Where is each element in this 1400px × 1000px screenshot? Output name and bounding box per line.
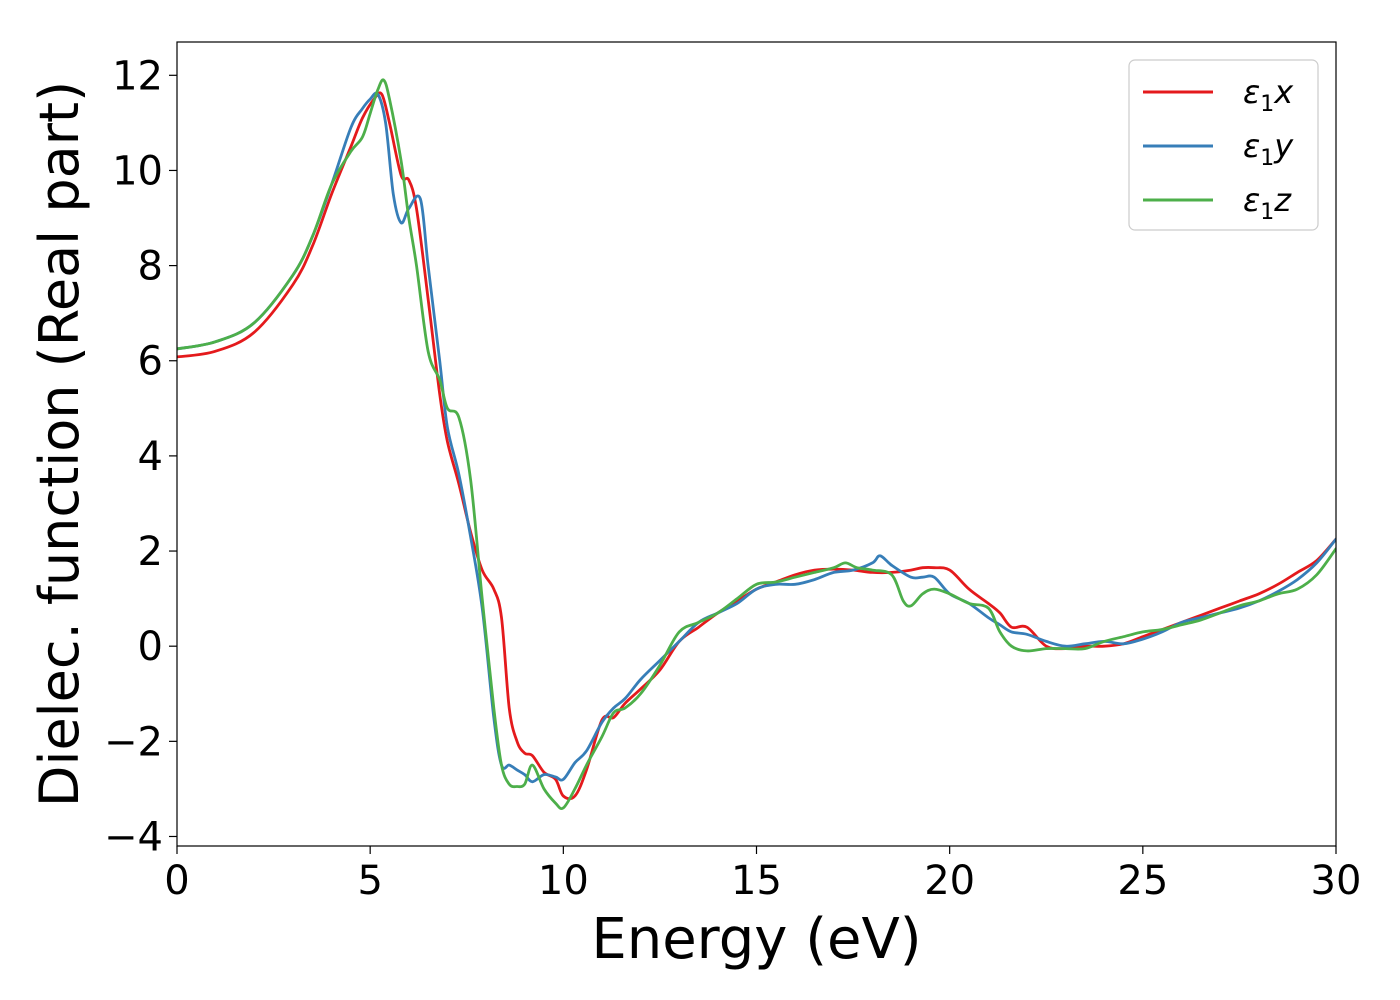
x-tick-label: 25 [1117, 858, 1168, 904]
x-tick-label: 30 [1311, 858, 1362, 904]
series-line-z [177, 78, 1336, 811]
legend-label: ε1y [1243, 127, 1294, 171]
legend-item-z: ε1z [1143, 181, 1292, 225]
y-tick-label: 4 [138, 434, 163, 480]
x-axis-title: Energy (eV) [591, 907, 921, 972]
y-tick-label: 12 [112, 53, 163, 99]
x-axis: 0 5 10 15 20 25 30 [164, 846, 1361, 904]
x-tick-label: 0 [164, 858, 189, 904]
y-tick-label: −2 [104, 719, 163, 765]
series-layer [177, 78, 1336, 811]
y-tick-label: 6 [138, 339, 163, 385]
y-axis-title: Dielec. function (Real part) [28, 81, 91, 807]
y-tick-label: 8 [138, 244, 163, 290]
series-line-y [177, 91, 1336, 784]
y-tick-label: −4 [104, 814, 163, 860]
y-tick-label: 2 [138, 529, 163, 575]
y-tick-label: 10 [112, 148, 163, 194]
legend-item-y: ε1y [1143, 127, 1294, 171]
legend-frame [1128, 59, 1319, 231]
legend-item-x: ε1x [1143, 73, 1294, 117]
x-tick-label: 15 [731, 858, 782, 904]
x-tick-label: 10 [538, 858, 589, 904]
legend-label: ε1x [1243, 73, 1294, 117]
x-tick-label: 5 [357, 858, 382, 904]
y-axis: −4 −2 0 2 4 6 8 10 12 [104, 53, 177, 860]
y-tick-label: 0 [138, 624, 163, 670]
legend-label: ε1z [1243, 181, 1292, 225]
legend: ε1x ε1y ε1z [1128, 59, 1319, 231]
x-tick-label: 20 [924, 858, 975, 904]
